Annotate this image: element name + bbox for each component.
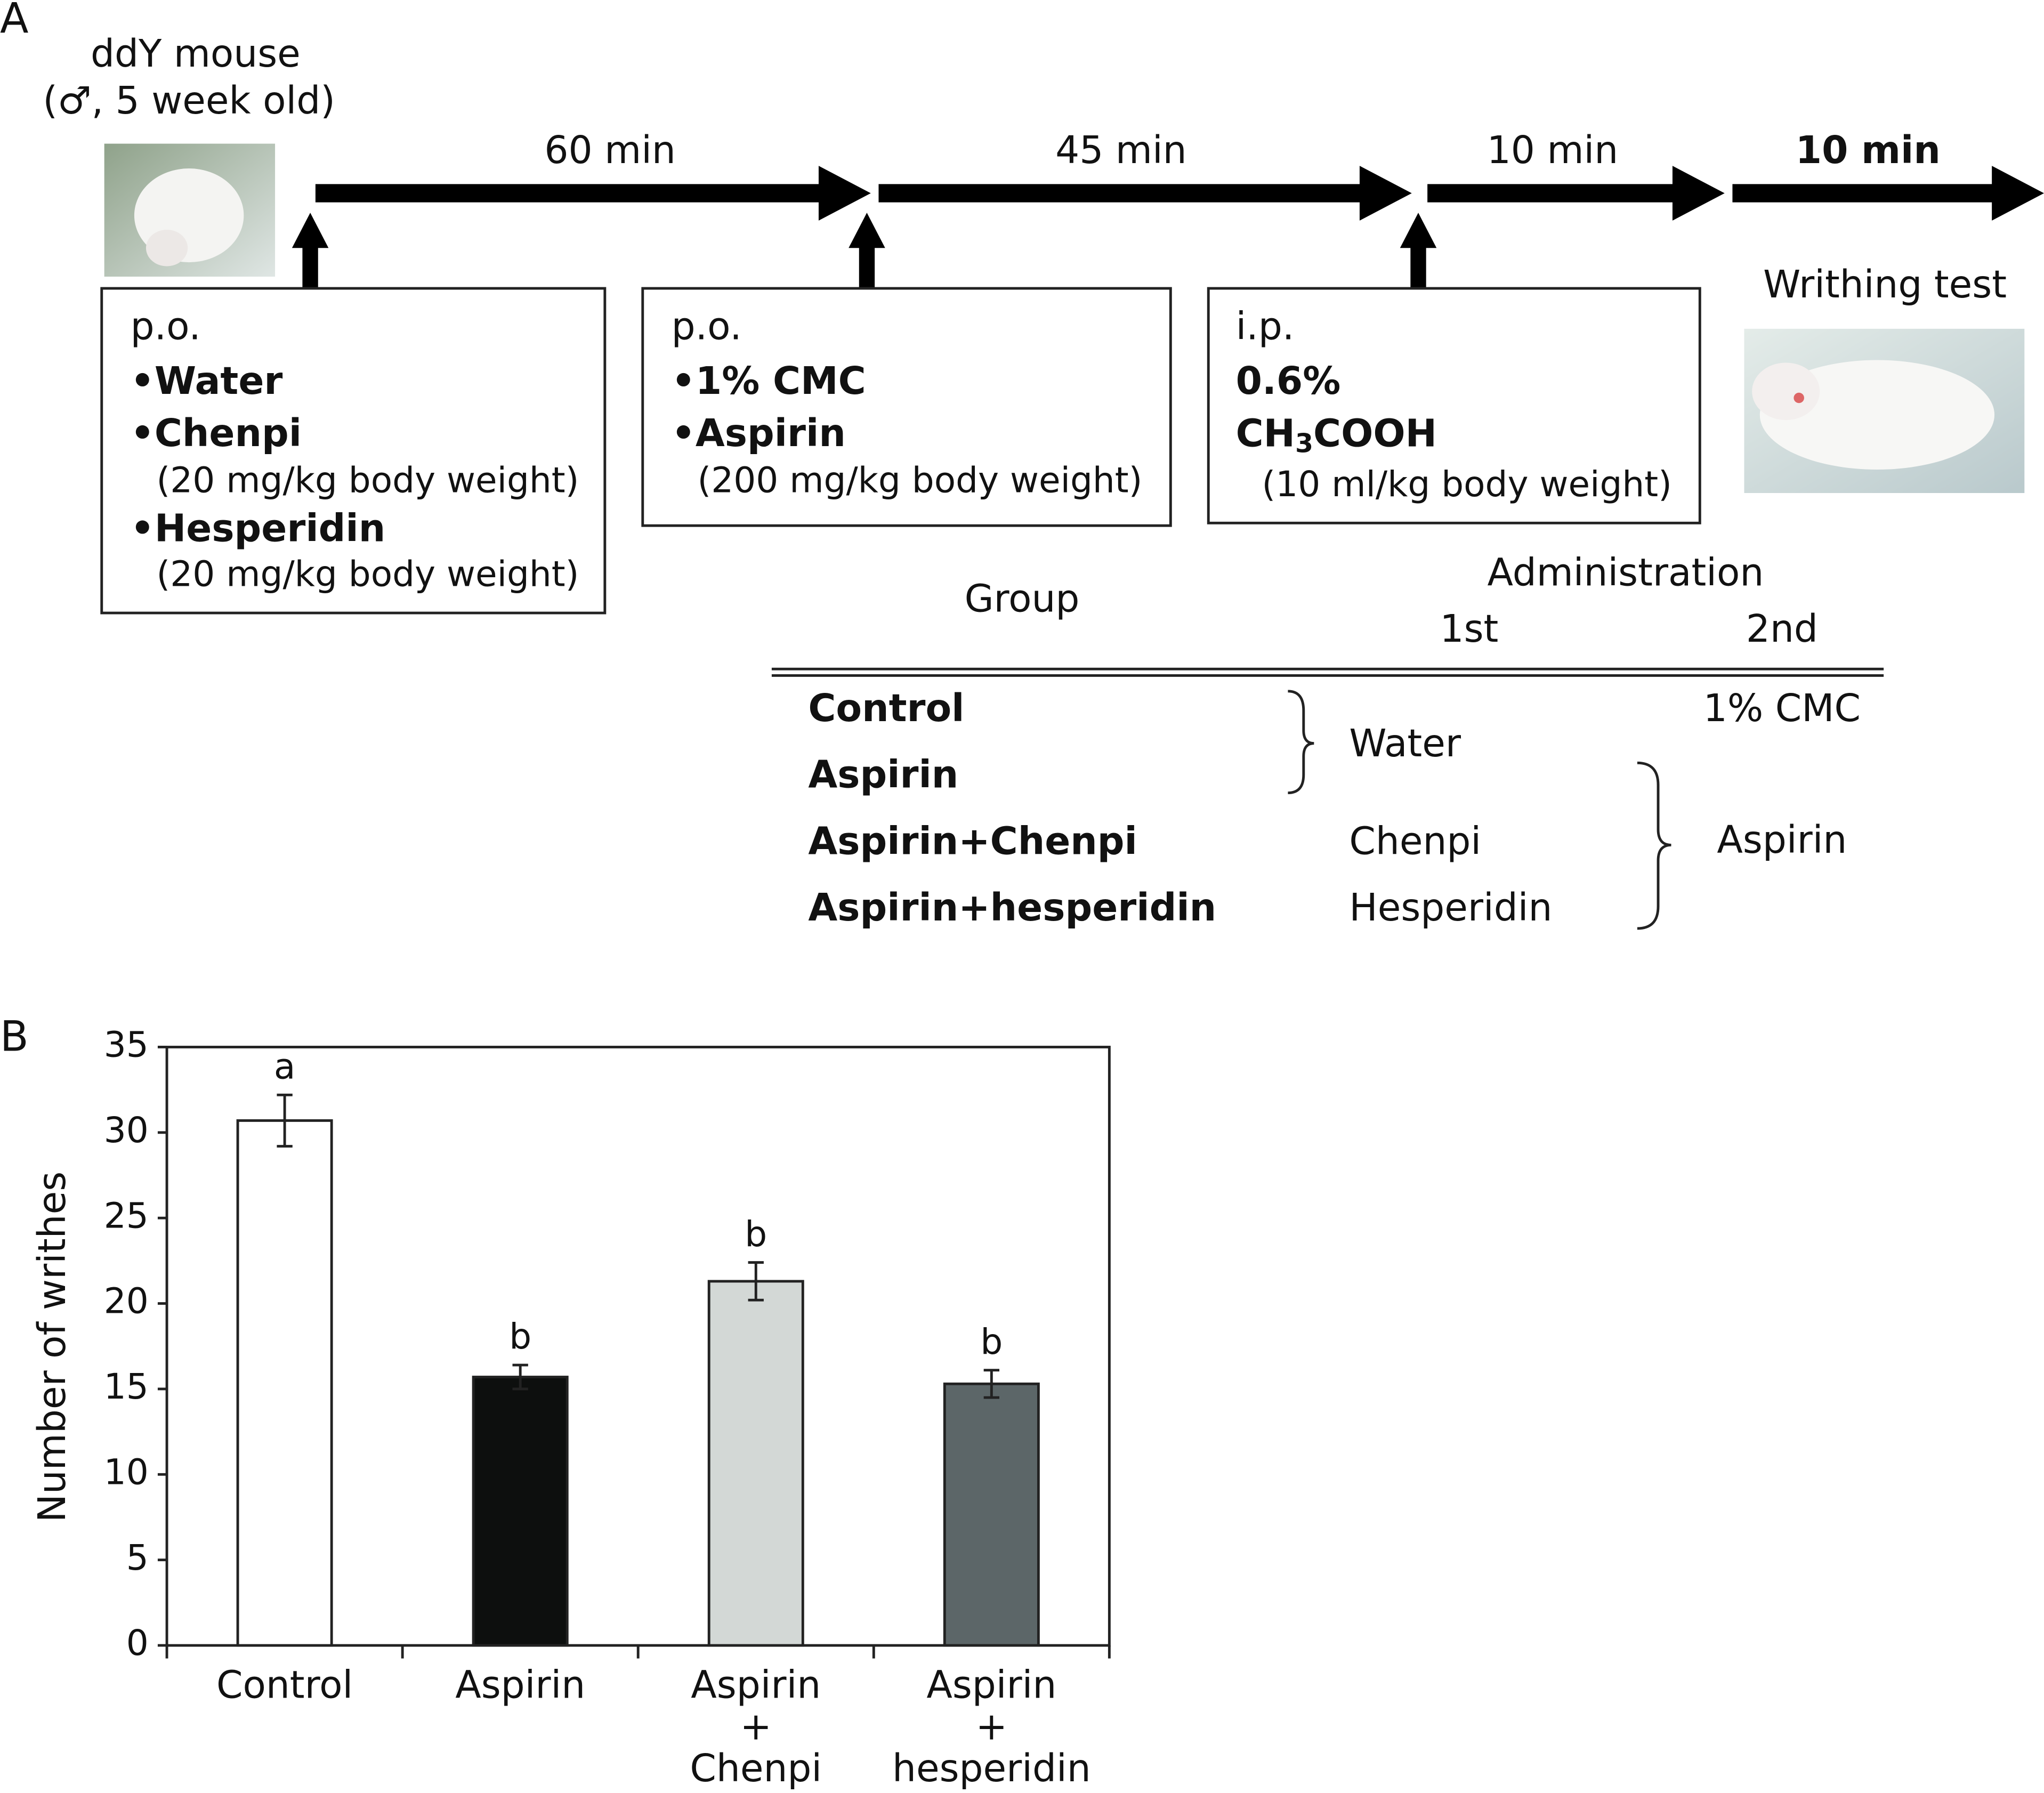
treatment: CH3COOH <box>1236 411 1437 458</box>
bar <box>472 1376 569 1647</box>
first-admin: Chenpi <box>1349 819 1481 863</box>
route: p.o. <box>131 304 201 348</box>
bar <box>943 1382 1040 1647</box>
dose: (20 mg/kg body weight) <box>156 460 579 501</box>
y-tick-label: 15 <box>104 1366 149 1407</box>
route: i.p. <box>1236 304 1295 348</box>
group-name: Aspirin+hesperidin <box>808 885 1216 930</box>
test-label: Writhing test <box>1763 262 2007 306</box>
dosing-box <box>100 287 607 615</box>
formula-subscript: 3 <box>1295 428 1313 458</box>
interval-label: 10 min <box>1796 128 1941 172</box>
group-name: Control <box>808 686 964 730</box>
dosing-box <box>641 287 1172 527</box>
x-tick-label: Aspirin + Chenpi <box>690 1662 822 1790</box>
treatment: •Water <box>131 359 283 403</box>
panel-label: B <box>0 1012 29 1061</box>
panel-label: A <box>0 0 29 43</box>
first-admin: Water <box>1349 721 1461 765</box>
table-header: Administration <box>1487 551 1764 595</box>
y-tick-label: 30 <box>104 1110 149 1151</box>
dose: (10 ml/kg body weight) <box>1262 464 1672 505</box>
group-name: Aspirin <box>808 753 958 797</box>
error-bar <box>512 1363 528 1391</box>
y-axis-label: Number of writhes <box>30 1172 74 1522</box>
y-tick-label: 20 <box>104 1281 149 1322</box>
y-tick-label: 0 <box>126 1622 149 1663</box>
y-tick-label: 35 <box>104 1024 149 1065</box>
y-tick-label: 25 <box>104 1195 149 1236</box>
mouse-photo <box>1744 328 2025 494</box>
error-bar <box>983 1369 1000 1399</box>
error-bar <box>748 1261 764 1302</box>
interval-label: 60 min <box>544 128 675 172</box>
treatment: 0.6% <box>1236 359 1341 403</box>
treatment: •Chenpi <box>131 411 302 455</box>
error-bar <box>277 1093 293 1148</box>
x-tick-label: Control <box>216 1662 353 1707</box>
dose: (200 mg/kg body weight) <box>697 460 1142 501</box>
significance-letter: b <box>980 1321 1003 1362</box>
group-name: Aspirin+Chenpi <box>808 819 1137 863</box>
y-tick-label: 10 <box>104 1451 149 1492</box>
bar <box>707 1280 804 1647</box>
x-tick-label: Aspirin + hesperidin <box>892 1662 1091 1790</box>
table-header: Group <box>965 577 1080 621</box>
formula-part: CH <box>1236 411 1295 455</box>
interval-label: 45 min <box>1055 128 1186 172</box>
treatment: •Hesperidin <box>131 506 386 550</box>
significance-letter: b <box>745 1214 767 1255</box>
x-tick-label: Aspirin <box>455 1662 585 1707</box>
route: p.o. <box>672 304 742 348</box>
formula-part: COOH <box>1313 411 1437 455</box>
table-header: 2nd <box>1746 607 1818 651</box>
significance-letter: a <box>274 1046 295 1087</box>
timeline-arrows <box>292 166 2044 289</box>
first-admin: Hesperidin <box>1349 885 1552 930</box>
treatment: •1% CMC <box>672 359 866 403</box>
dose: (20 mg/kg body weight) <box>156 554 579 595</box>
mouse-label: (♂, 5 week old) <box>43 78 335 123</box>
treatment: •Aspirin <box>672 411 846 455</box>
bar <box>236 1119 333 1647</box>
dosing-box <box>1207 287 1701 524</box>
y-tick-label: 5 <box>126 1537 149 1578</box>
second-admin: 1% CMC <box>1703 686 1861 730</box>
significance-letter: b <box>509 1316 531 1357</box>
mouse-label: ddY mouse <box>91 31 301 76</box>
interval-label: 10 min <box>1487 128 1618 172</box>
brace <box>1637 761 1671 930</box>
second-admin: Aspirin <box>1717 818 1847 862</box>
mouse-photo <box>104 143 276 277</box>
table-header: 1st <box>1440 607 1498 651</box>
brace <box>1288 690 1314 795</box>
